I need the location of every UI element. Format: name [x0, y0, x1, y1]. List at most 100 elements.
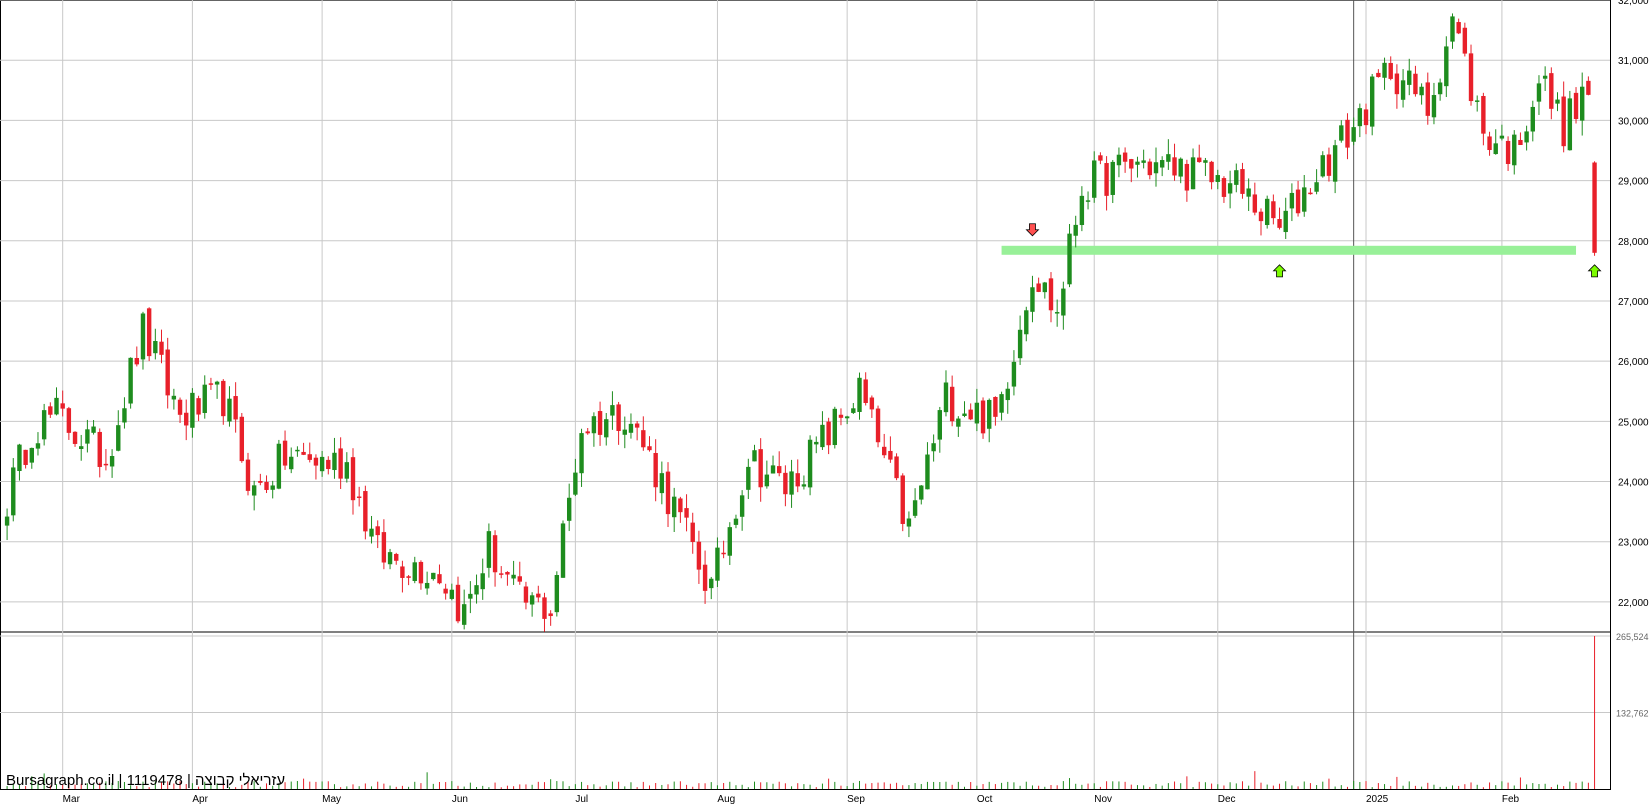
candle-body — [29, 447, 34, 463]
candle-body — [906, 518, 912, 527]
candle-body — [443, 588, 448, 594]
candle-body — [733, 518, 739, 525]
candle-body — [1159, 160, 1165, 168]
month-label: 2025 — [1366, 794, 1389, 805]
candle-body — [1376, 72, 1381, 78]
candle-body — [1407, 70, 1412, 85]
candle-body — [190, 392, 195, 428]
candle-body — [1326, 154, 1332, 176]
candle-body — [764, 474, 770, 487]
candle-body — [573, 472, 578, 495]
candle-body — [937, 410, 943, 440]
candle-body — [1444, 46, 1449, 87]
candle-body — [499, 573, 504, 575]
candle-body — [838, 414, 844, 418]
candle-body — [1203, 160, 1208, 163]
candle-body — [184, 412, 189, 426]
candle-body — [832, 408, 837, 446]
candle-body — [912, 500, 918, 516]
candle-body — [1567, 98, 1573, 151]
candle-body — [1363, 109, 1369, 126]
candle-body — [301, 451, 306, 455]
candle-body — [863, 379, 868, 404]
candle-body — [844, 416, 850, 419]
plot-frame — [0, 0, 1611, 790]
candle-body — [1450, 16, 1455, 42]
candle-body — [1098, 155, 1103, 161]
candle-body — [1054, 312, 1060, 314]
month-label: Sep — [847, 794, 865, 805]
price-tick-label: 30,000 — [1618, 116, 1649, 127]
candle-body — [492, 535, 498, 573]
candle-body — [1042, 282, 1048, 293]
candle-body — [289, 456, 294, 470]
candle-body — [1499, 135, 1505, 139]
candle-body — [122, 408, 127, 423]
candle-body — [869, 397, 875, 410]
candle-body — [468, 593, 473, 599]
candle-body — [665, 471, 671, 515]
candle-body — [956, 418, 961, 427]
candle-body — [1413, 73, 1418, 95]
candle-body — [1345, 119, 1350, 148]
candle-body — [307, 454, 312, 460]
candle-body — [597, 411, 603, 435]
candle-body — [1153, 162, 1159, 174]
candle-body — [1166, 154, 1171, 162]
candle-body — [974, 402, 980, 424]
candle-body — [251, 485, 257, 496]
candle-body — [1431, 95, 1437, 118]
candle-body — [505, 572, 510, 575]
candle-body — [789, 471, 794, 495]
month-label: Feb — [1502, 794, 1520, 805]
candle-body — [727, 527, 732, 556]
candle-body — [702, 564, 708, 591]
candle-body — [1036, 283, 1041, 292]
candle-body — [1184, 163, 1190, 191]
candle-body — [1351, 127, 1356, 142]
candle-body — [566, 497, 572, 521]
candle-body — [1110, 161, 1115, 195]
candle-body — [282, 440, 288, 466]
candle-body — [128, 357, 133, 404]
candle-body — [1487, 136, 1492, 151]
candle-body — [11, 467, 16, 516]
candle-body — [1190, 157, 1196, 190]
candle-body — [17, 444, 22, 472]
candle-body — [931, 443, 936, 452]
candle-body — [48, 406, 53, 415]
price-tick-label: 26,000 — [1618, 357, 1649, 368]
month-label: Aug — [717, 794, 735, 805]
month-label: Nov — [1094, 794, 1112, 805]
candle-body — [1493, 143, 1498, 155]
candle-body — [54, 397, 59, 415]
candle-body — [807, 439, 813, 488]
candle-body — [511, 574, 516, 579]
candle-body — [1141, 160, 1146, 163]
candle-body — [431, 572, 436, 580]
candle-body — [202, 384, 207, 414]
candle-body — [1400, 80, 1406, 100]
candle-body — [993, 396, 998, 417]
candle-body — [851, 408, 856, 413]
candle-body — [709, 578, 714, 589]
candle-body — [97, 431, 102, 467]
candle-body — [363, 491, 368, 532]
candle-body — [214, 381, 220, 385]
month-label: May — [322, 794, 341, 805]
candle-body — [684, 508, 689, 518]
candle-body — [882, 446, 887, 456]
candle-body — [1283, 210, 1288, 233]
candle-body — [875, 408, 881, 443]
candle-body — [233, 396, 238, 420]
candle-body — [1573, 92, 1579, 119]
candle-body — [1024, 310, 1029, 335]
candle-body — [1295, 189, 1301, 214]
candle-body — [1277, 219, 1282, 228]
candle-body — [196, 398, 201, 415]
candle-body — [1092, 160, 1097, 198]
candle-body — [134, 357, 140, 365]
candle-body — [1314, 182, 1319, 192]
price-tick-label: 31,000 — [1618, 56, 1649, 67]
candle-body — [900, 475, 905, 524]
